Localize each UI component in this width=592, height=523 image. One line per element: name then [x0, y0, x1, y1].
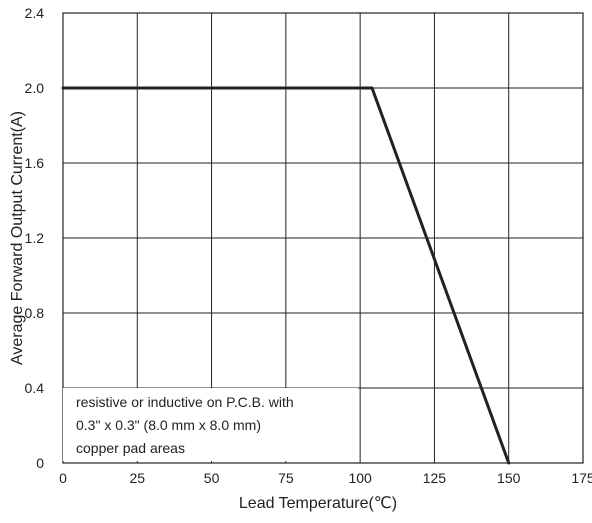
x-tick-label-5: 125: [423, 470, 447, 486]
y-tick-label-6: 2.4: [25, 5, 45, 21]
y-tick-label-2: 0.8: [25, 305, 45, 321]
x-tick-label-6: 150: [497, 470, 521, 486]
y-tick-label-1: 0.4: [25, 380, 45, 396]
tick-labels: 0 25 50 75 100 125 150 175 0 0.4 0.8 1.2 1.6 2.0 2.4: [25, 5, 592, 486]
annotation-line-3: copper pad areas: [76, 440, 185, 456]
plot-frame: [62, 12, 584, 464]
x-tick-label-7: 175: [571, 470, 592, 486]
x-tick-label-1: 25: [129, 470, 145, 486]
series-line-0: [61, 86, 511, 465]
y-tick-label-4: 1.6: [25, 155, 45, 171]
x-tick-label-3: 75: [278, 470, 294, 486]
x-axis-label: Lead Temperature(℃): [239, 495, 397, 512]
series-layer: [61, 86, 511, 465]
x-tick-label-4: 100: [348, 470, 372, 486]
y-tick-label-3: 1.2: [25, 230, 45, 246]
y-tick-label-0: 0: [36, 455, 44, 471]
y-tick-label-5: 2.0: [25, 80, 45, 96]
x-tick-label-0: 0: [59, 470, 67, 486]
annotation-line-1: resistive or inductive on P.C.B. with: [76, 394, 294, 410]
y-axis-label: Average Forward Output Current(A): [9, 111, 26, 365]
annotation-line-2: 0.3" x 0.3" (8.0 mm x 8.0 mm): [76, 417, 261, 433]
x-tick-label-2: 50: [204, 470, 220, 486]
annotation-box: [63, 388, 358, 461]
